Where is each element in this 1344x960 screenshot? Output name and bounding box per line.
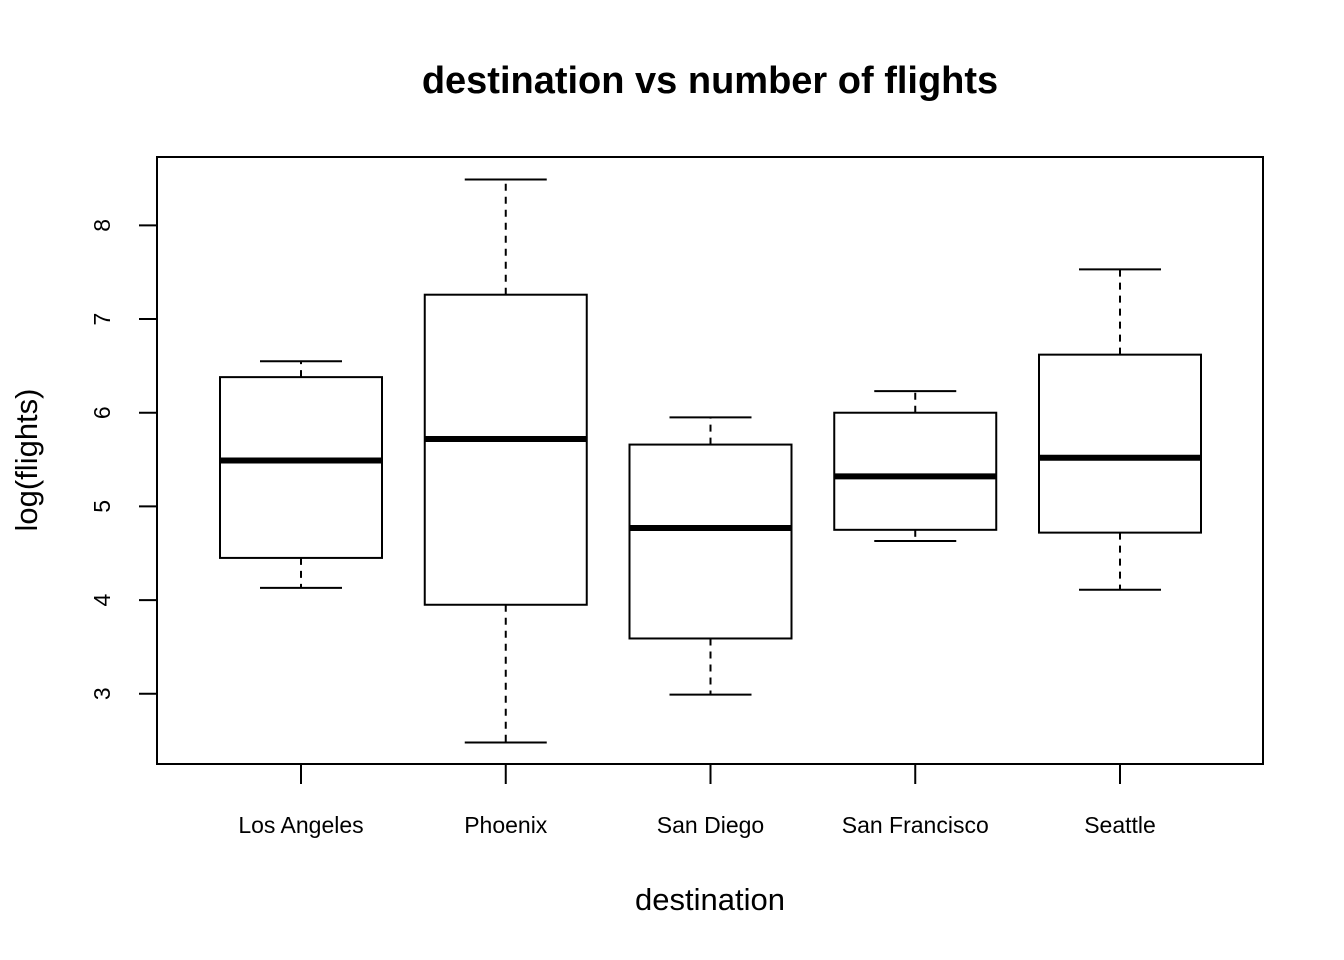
x-axis-label: destination — [635, 882, 785, 917]
iqr-box — [833, 411, 998, 531]
y-tick-label: 4 — [89, 593, 115, 606]
box-group — [1038, 268, 1202, 591]
chart-title: destination vs number of flights — [422, 60, 998, 102]
x-axis: Los Angeles Phoenix San Diego San Francisco… — [238, 764, 1156, 838]
box-group — [423, 178, 588, 744]
box-group — [833, 390, 998, 543]
y-axis: 3 4 5 6 7 8 — [89, 219, 158, 700]
y-tick-label: 3 — [89, 687, 115, 700]
x-tick-label: Los Angeles — [238, 812, 363, 838]
iqr-box — [1038, 353, 1202, 534]
iqr-box — [423, 293, 588, 606]
boxes-layer — [219, 178, 1202, 744]
box-group — [628, 416, 793, 696]
iqr-box — [628, 443, 793, 640]
y-tick-label: 8 — [89, 219, 115, 232]
y-tick-label: 7 — [89, 313, 115, 326]
y-tick-label: 5 — [89, 500, 115, 513]
x-tick-label: San Francisco — [842, 812, 989, 838]
iqr-box — [219, 376, 383, 559]
y-axis-label: log(flights) — [9, 389, 44, 532]
x-tick-label: Seattle — [1084, 812, 1156, 838]
box-group — [219, 360, 383, 589]
x-tick-label: San Diego — [657, 812, 764, 838]
y-tick-label: 6 — [89, 406, 115, 419]
x-tick-label: Phoenix — [464, 812, 548, 838]
